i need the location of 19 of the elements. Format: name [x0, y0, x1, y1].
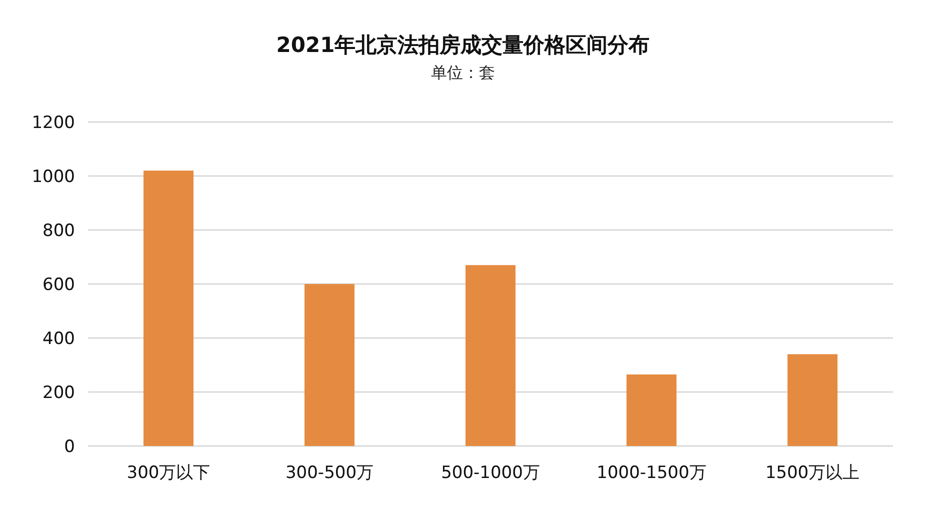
- bar: [626, 374, 676, 446]
- y-tick-label: 200: [42, 383, 75, 403]
- y-tick-label: 0: [64, 437, 75, 457]
- x-tick-label: 300万以下: [126, 463, 210, 483]
- y-tick-label: 800: [42, 221, 75, 241]
- y-tick-label: 1000: [32, 167, 75, 187]
- chart-title: 2021年北京法拍房成交量价格区间分布: [276, 33, 650, 57]
- bar: [466, 265, 516, 446]
- y-tick-label: 400: [42, 329, 75, 349]
- bar: [144, 170, 194, 446]
- bar: [788, 354, 838, 446]
- bar: [304, 284, 354, 446]
- chart-subtitle: 单位：套: [431, 63, 495, 82]
- x-tick-label: 1000-1500万: [596, 463, 706, 483]
- x-tick-label: 1500万以上: [765, 463, 860, 483]
- y-tick-label: 1200: [32, 113, 75, 133]
- x-tick-label: 300-500万: [285, 463, 374, 483]
- x-tick-label: 500-1000万: [441, 463, 540, 483]
- y-tick-label: 600: [42, 275, 75, 295]
